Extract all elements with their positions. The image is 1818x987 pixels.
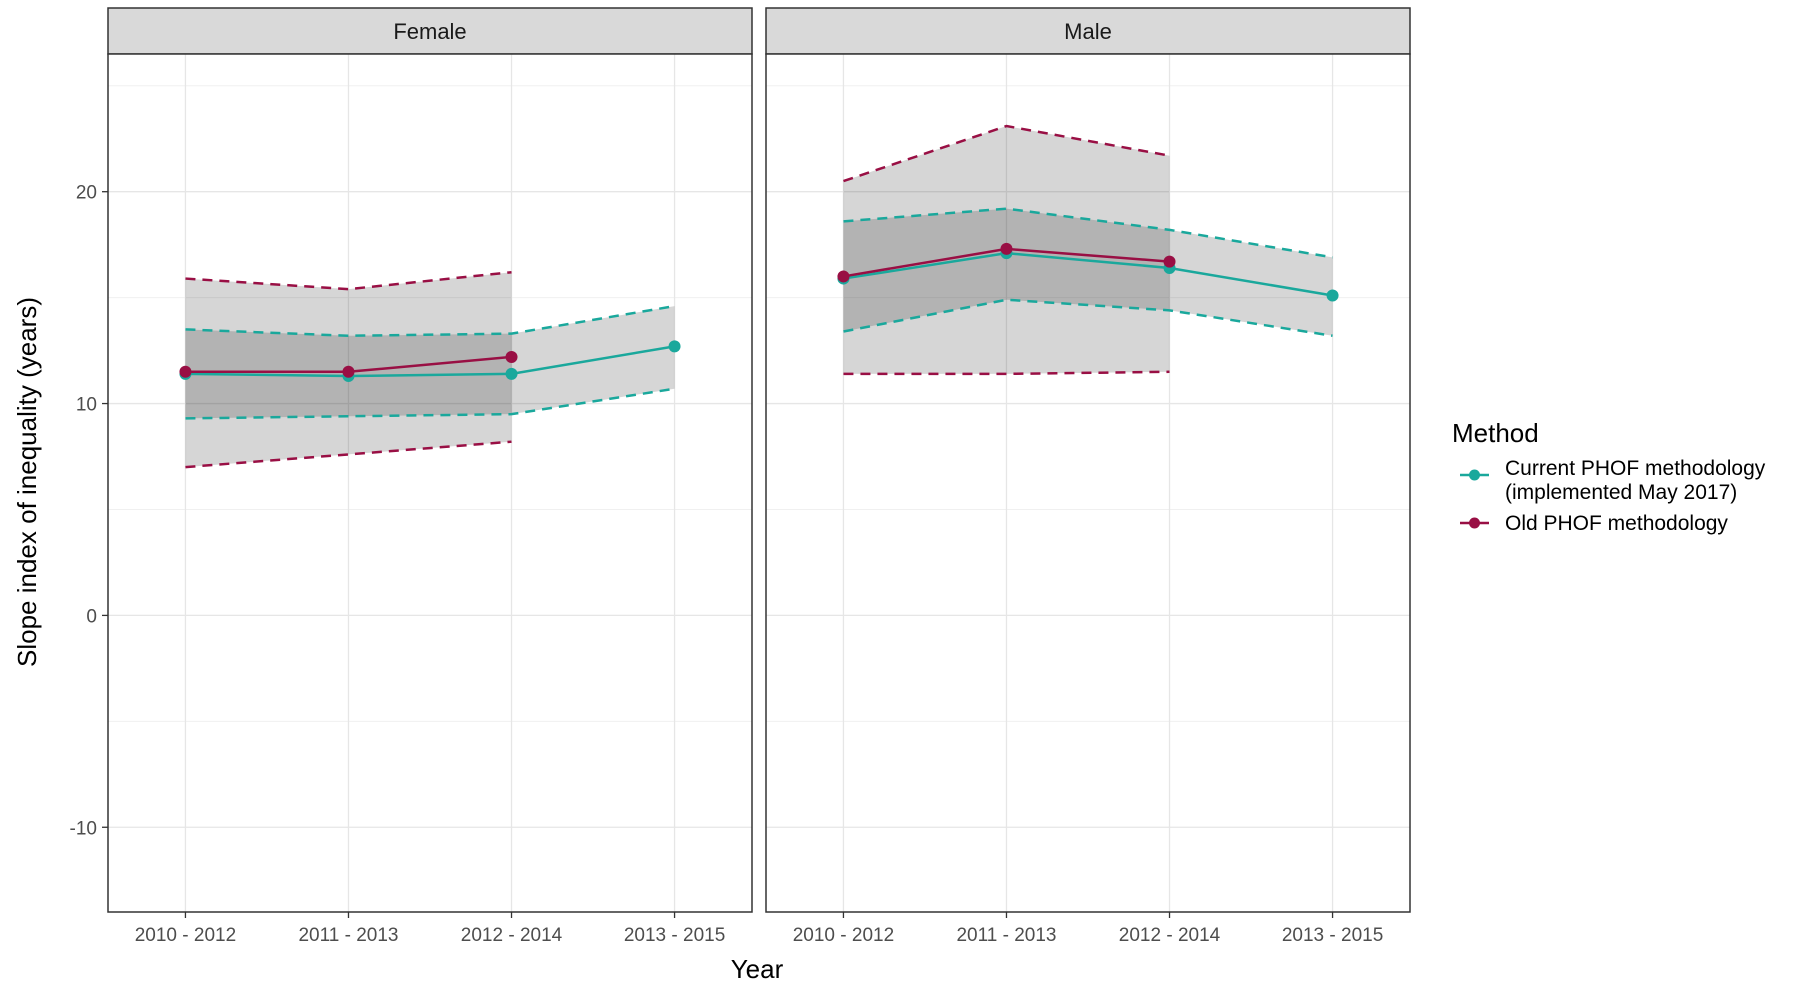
- x-tick-label: 2012 - 2014: [461, 925, 563, 946]
- ci-ribbon-current-female: [185, 306, 675, 419]
- ci-lower-bound-old-female: [185, 440, 512, 469]
- x-tick-label: 2013 - 2015: [624, 925, 725, 946]
- ci-ribbon-current-male: [843, 208, 1333, 336]
- ci-lower-bound-current-female: [185, 387, 675, 420]
- y-tick-label: 20: [76, 183, 97, 204]
- y-tick-label: -10: [70, 818, 97, 839]
- legend-label-old: Old PHOF methodology: [1505, 512, 1728, 535]
- y-axis-title: Slope index of inequality (years): [12, 297, 42, 667]
- x-tick-label: 2010 - 2012: [135, 925, 236, 946]
- facet-strip-female: [107, 7, 753, 55]
- data-point-current-male: [1326, 289, 1339, 302]
- legend-label-current: Current PHOF methodology: [1505, 457, 1766, 480]
- x-tick-label: 2011 - 2013: [298, 925, 398, 946]
- data-point-old-male: [1163, 255, 1176, 268]
- facet-label-male: Male: [1064, 19, 1112, 44]
- data-point-old-female: [179, 365, 192, 378]
- legend-key-current-point: [1469, 469, 1480, 481]
- legend-title: Method: [1452, 418, 1539, 448]
- panel-border: [107, 53, 753, 913]
- legend: Method Current PHOF methodology (impleme…: [1452, 418, 1766, 535]
- ci-upper-bound-current-male: [843, 207, 1333, 259]
- ci-lower-bound-old-male: [843, 370, 1170, 376]
- ci-upper-bound-old-female: [185, 270, 512, 291]
- y-tick-label: 0: [86, 606, 97, 627]
- data-point-old-female: [342, 365, 355, 378]
- panel-male: Male 2010 - 2012 2011 - 2013 2012 - 2014 201…: [765, 7, 1411, 946]
- x-tick-label: 2013 - 2015: [1282, 925, 1383, 946]
- data-point-current-female: [505, 367, 518, 380]
- data-point-old-male: [1000, 242, 1013, 255]
- series-line-current-female: [185, 345, 675, 378]
- panel-female: Female 2010 - 2012 2011 - 2013 2012 - 2014 2…: [107, 7, 753, 946]
- data-point-old-male: [837, 270, 850, 283]
- ci-lower-bound-current-male: [843, 298, 1333, 337]
- legend-key-old-point: [1469, 517, 1480, 529]
- facet-label-female: Female: [393, 19, 466, 44]
- panels: Female 2010 - 2012 2011 - 2013 2012 - 2014 2…: [70, 7, 1411, 946]
- x-tick-label: 2010 - 2012: [793, 925, 894, 946]
- legend-label-current-note: (implemented May 2017): [1505, 481, 1737, 504]
- data-point-current-female: [668, 340, 681, 353]
- panel-background: [108, 54, 752, 912]
- data-point-old-female: [505, 350, 518, 363]
- x-tick-label: 2012 - 2014: [1119, 925, 1221, 946]
- facet-strip-male: [765, 7, 1411, 55]
- panel-border: [765, 53, 1411, 913]
- x-axis-title: Year: [731, 954, 784, 984]
- series-line-current-male: [843, 251, 1333, 297]
- panel-background: [766, 54, 1410, 912]
- ci-upper-bound-old-male: [843, 124, 1170, 183]
- x-tick-label: 2011 - 2013: [956, 925, 1056, 946]
- ci-upper-bound-current-female: [185, 304, 675, 338]
- y-tick-label: 10: [76, 395, 97, 416]
